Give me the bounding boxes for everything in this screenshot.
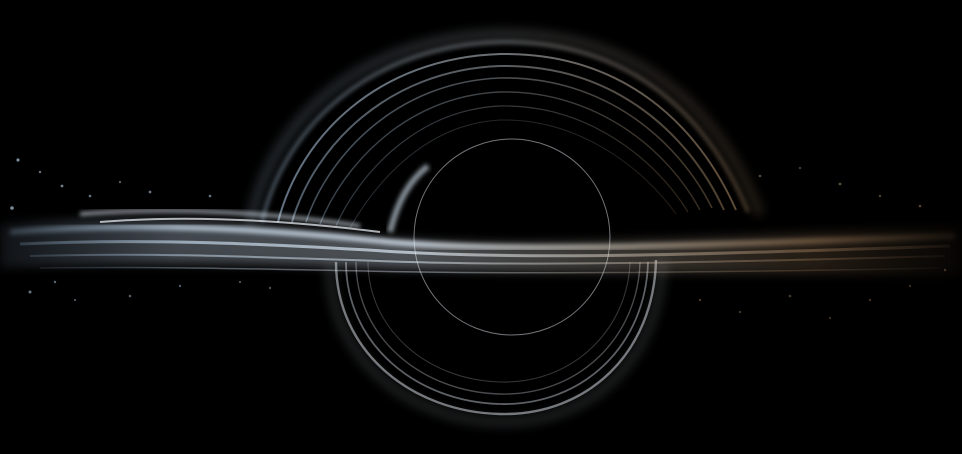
inner-hook: [387, 163, 430, 233]
particle-speckles-right: [698, 166, 947, 320]
lower-lensed-arc: [325, 259, 667, 427]
particle-speckles-left: [10, 158, 272, 302]
upper-lensed-arc: [245, 28, 765, 229]
accretion-disk: [0, 208, 962, 276]
photon-ring: [413, 138, 611, 336]
event-horizon-shadow: [400, 117, 620, 333]
